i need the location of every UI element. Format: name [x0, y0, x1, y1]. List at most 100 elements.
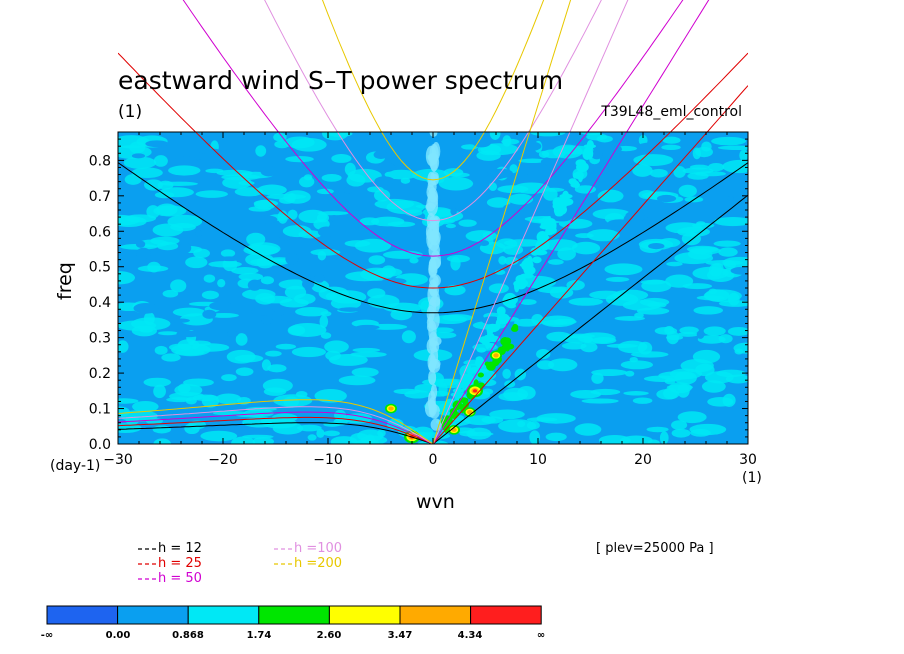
heatmap-cell	[565, 333, 596, 339]
heatmap-cell	[226, 330, 239, 337]
heatmap-cell	[291, 346, 327, 358]
heatmap-cell	[131, 167, 163, 179]
heatmap-cell	[144, 179, 163, 191]
heatmap-cell	[157, 331, 178, 336]
heatmap-cell	[131, 153, 146, 159]
heatmap-cell	[137, 265, 169, 272]
heatmap-cell	[734, 348, 744, 355]
heatmap-cell	[135, 240, 146, 248]
heatmap-cell	[514, 318, 540, 327]
dispersion-curves	[118, 0, 748, 444]
colorbar-swatch	[187, 605, 260, 625]
heatmap-cell	[648, 242, 665, 250]
rossby-curve-h12	[118, 422, 434, 444]
heatmap-cell	[605, 276, 630, 282]
kelvin-curve-h100	[432, 0, 629, 444]
heatmap-cell	[718, 334, 733, 344]
heatmap-cell	[469, 366, 480, 373]
heatmap-cell	[496, 238, 518, 249]
heatmap-cell	[429, 358, 441, 369]
heatmap-cell	[490, 333, 495, 341]
heatmap-cell	[472, 137, 492, 148]
heatmap-cell	[409, 257, 419, 264]
heatmap-cell	[170, 279, 187, 293]
heatmap-cell	[568, 297, 604, 306]
heatmap-cell	[703, 326, 726, 336]
heatmap-cell	[245, 252, 274, 267]
heatmap-cell	[620, 360, 654, 370]
heatmap-cell	[498, 392, 528, 402]
heatmap-cell	[150, 236, 180, 246]
heatmap-cell	[355, 324, 380, 330]
legend-h50: h = 50	[158, 571, 202, 586]
heatmap-cell	[343, 186, 353, 194]
heatmap-cell	[430, 171, 439, 182]
x-axis-unit: (1)	[742, 470, 762, 486]
heatmap-cell	[438, 176, 474, 191]
heatmap-cell	[661, 144, 681, 151]
heatmap-cell	[195, 229, 203, 237]
heatmap-cell	[494, 269, 506, 275]
heatmap-cell	[197, 158, 221, 163]
heatmap-cell	[262, 378, 293, 393]
heatmap-cell	[689, 246, 721, 255]
heatmap-cell	[625, 210, 646, 222]
heatmap-cell	[118, 271, 136, 285]
heatmap-cell	[118, 398, 139, 404]
heatmap-cell	[252, 437, 275, 444]
heatmap-cell	[687, 172, 709, 180]
heatmap-cell	[701, 380, 726, 393]
heatmap-cell	[171, 318, 190, 323]
heatmap-cell	[373, 150, 389, 159]
heatmap-cell	[717, 313, 739, 326]
heatmap-cell	[432, 331, 457, 339]
heatmap-cell	[526, 255, 533, 267]
heatmap-cell	[646, 426, 669, 433]
heatmap-cell	[739, 149, 748, 162]
heatmap-cell	[547, 358, 578, 372]
heatmap-cell	[461, 375, 471, 387]
heatmap-cell	[641, 279, 672, 293]
heatmap-cell	[678, 184, 697, 198]
heatmap-cell	[520, 141, 542, 151]
heatmap-cell	[666, 261, 683, 267]
heatmap-cell	[136, 247, 151, 260]
heatmap-cell	[382, 250, 423, 259]
heatmap-cell	[331, 154, 352, 163]
heatmap-cell	[307, 434, 317, 441]
heatmap-cell	[238, 272, 264, 281]
colorbar-swatch	[258, 605, 330, 625]
y-tick-label: 0.6	[89, 224, 111, 240]
heatmap-cell	[505, 343, 515, 350]
heatmap-cell	[174, 349, 205, 356]
x-tick-label: 0	[429, 452, 438, 468]
heatmap-cell	[338, 307, 362, 312]
heatmap-cell	[177, 383, 191, 394]
heatmap-cell	[696, 330, 705, 339]
rossby-curve-h50	[118, 411, 434, 444]
heatmap-cell	[220, 249, 236, 258]
heatmap-cell	[664, 377, 676, 385]
x-axis: −30 −20 −10 0 10 20 30	[103, 132, 757, 468]
heatmap-cell	[673, 165, 686, 178]
heatmap-cell	[674, 252, 714, 265]
heatmap-cell	[347, 168, 382, 183]
heatmap-cell	[428, 369, 437, 385]
heatmap-cell	[261, 317, 274, 325]
heatmap-cell	[215, 393, 242, 405]
colorbar-swatch	[328, 605, 401, 625]
heatmap-cell	[153, 155, 168, 167]
heatmap-cell	[200, 430, 238, 442]
heatmap-cell	[543, 218, 554, 229]
heatmap-cell	[201, 394, 220, 408]
legend-h25: h = 25	[158, 556, 202, 571]
heatmap-cell	[316, 188, 334, 195]
heatmap-cell	[716, 369, 747, 378]
heatmap-cell	[730, 266, 748, 275]
heatmap-cell	[629, 356, 638, 363]
heatmap-cell	[562, 190, 570, 202]
heatmap-cell	[488, 182, 497, 191]
heatmap-cell	[489, 132, 501, 140]
colorbar-label: 4.34	[457, 630, 483, 641]
heatmap-cell	[500, 337, 508, 346]
